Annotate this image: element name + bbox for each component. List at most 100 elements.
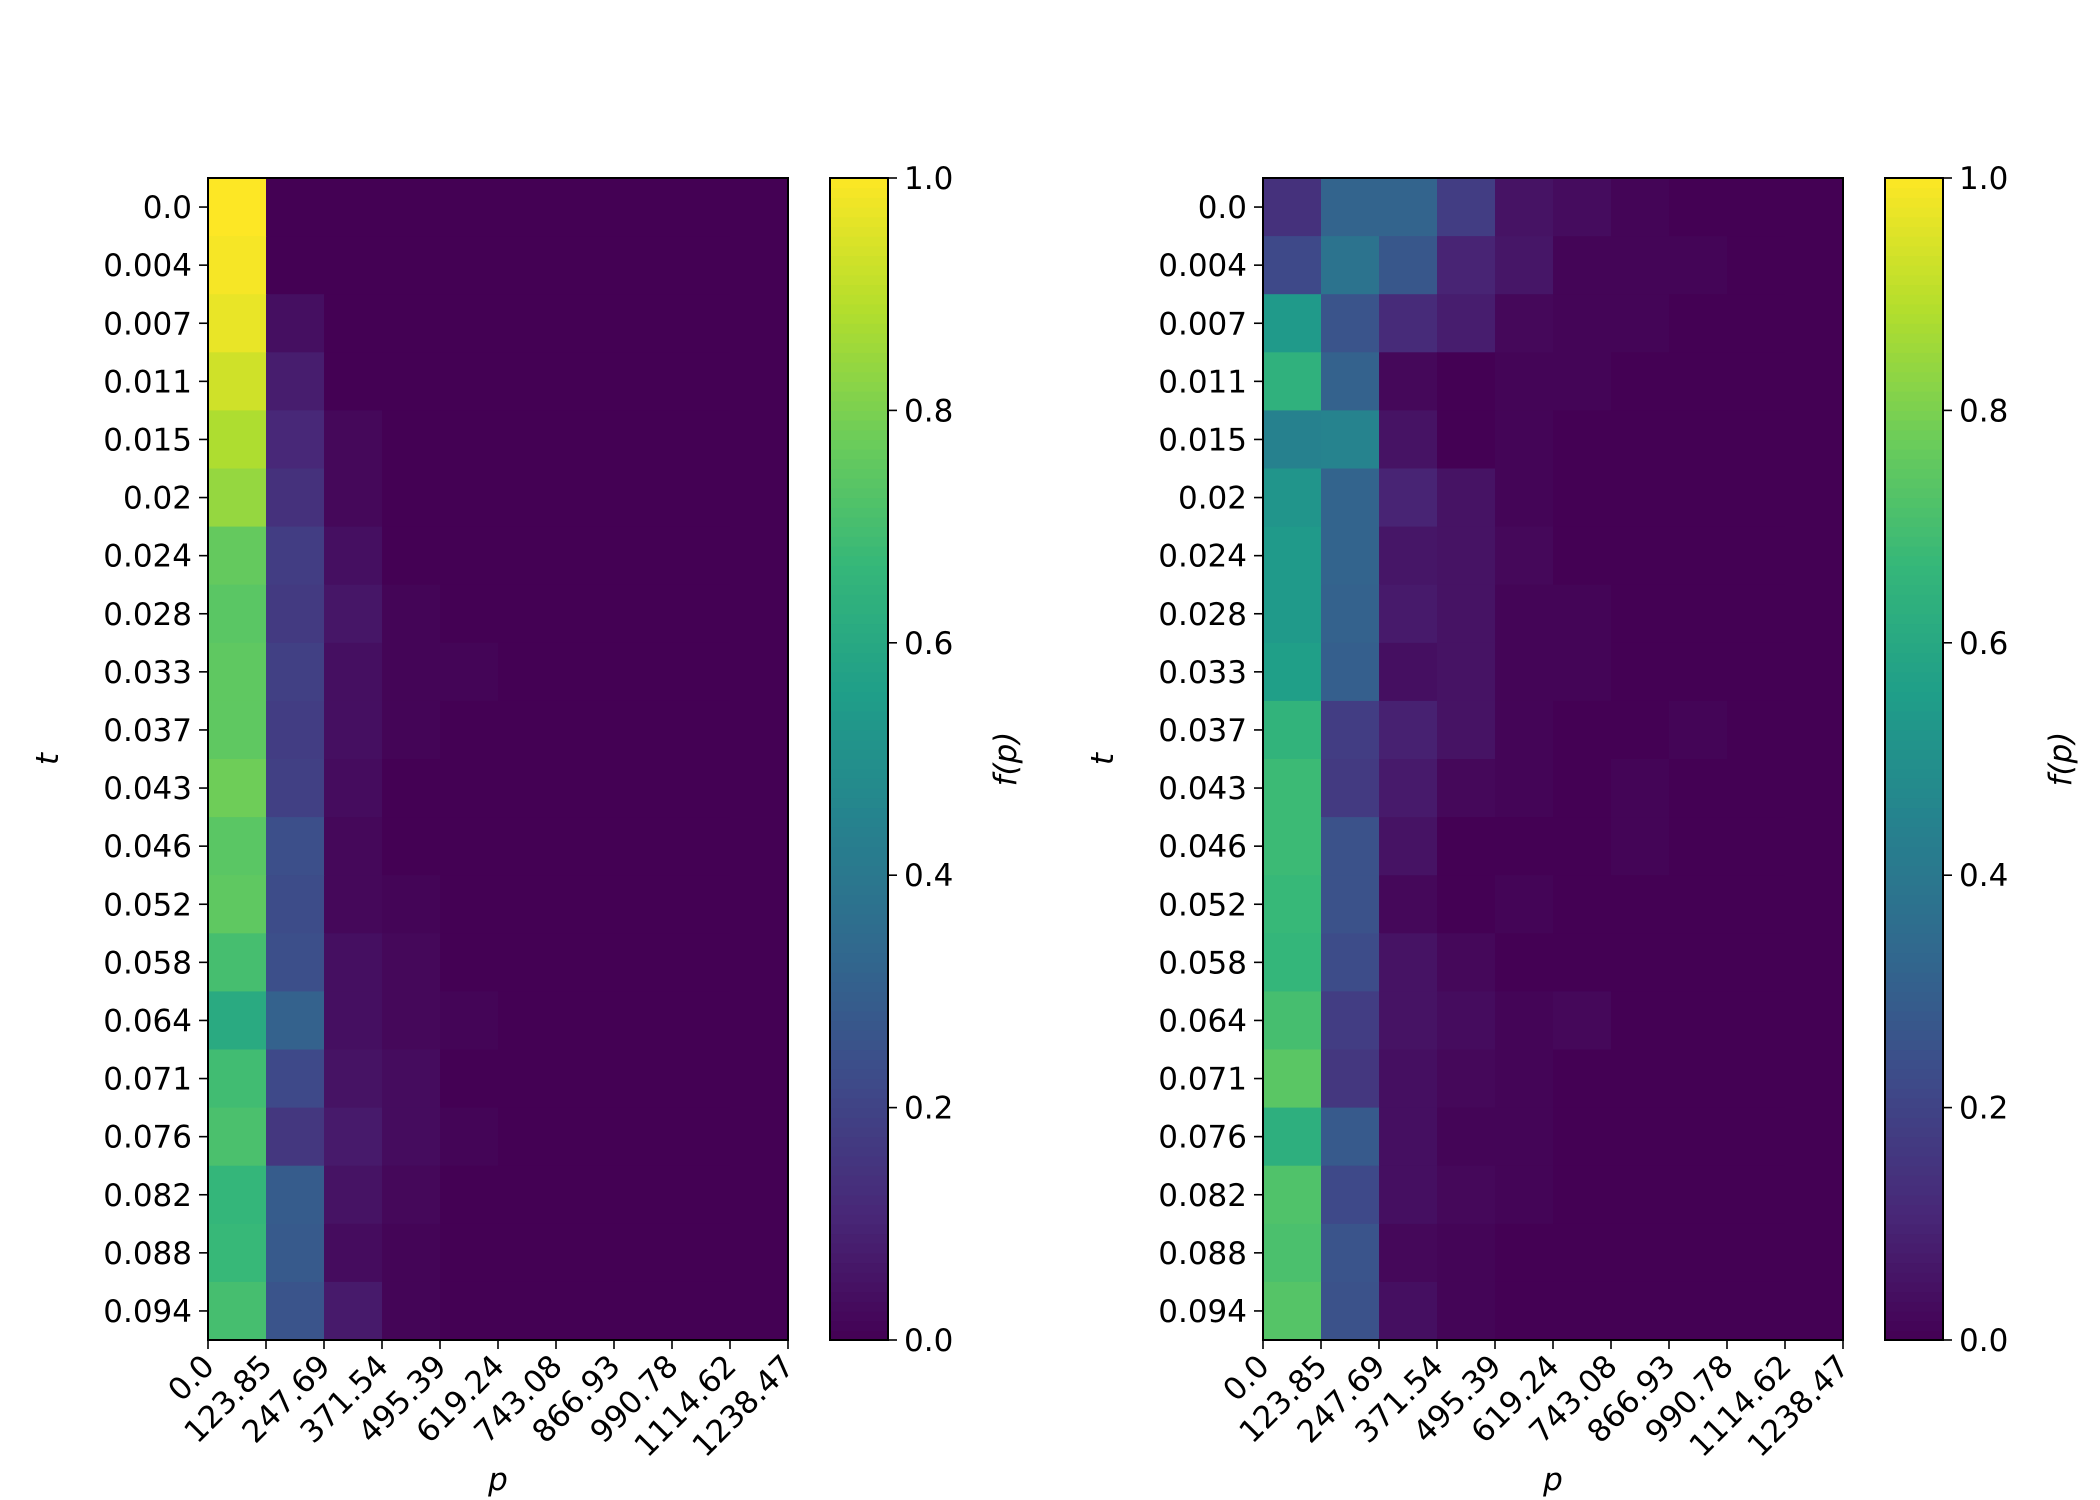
y-tick-label: 0.082 [103, 1178, 192, 1214]
heatmap-cell [1263, 526, 1322, 586]
heatmap-cell [1495, 1281, 1554, 1341]
heatmap-cell [208, 991, 267, 1051]
heatmap-cell [382, 1281, 441, 1341]
colorbar-segment [1885, 274, 1943, 286]
colorbar-segment [1885, 265, 1943, 276]
heatmap-cell [498, 700, 557, 760]
heatmap-cell [1379, 1165, 1438, 1225]
heatmap-cell [1379, 410, 1438, 470]
heatmap-cell [1263, 352, 1322, 411]
heatmap-cell [1321, 410, 1380, 470]
heatmap-cell [1379, 178, 1438, 237]
heatmap-cell [614, 1049, 673, 1109]
colorbar-segment [830, 468, 888, 479]
heatmap-cell [382, 410, 441, 470]
heatmap-cell [614, 352, 673, 411]
heatmap-cell [556, 178, 615, 237]
colorbar-segment [1885, 855, 1943, 867]
heatmap-cell [1437, 875, 1496, 934]
colorbar-segment [1885, 1301, 1943, 1312]
heatmap-cell [1263, 1165, 1322, 1225]
heatmap-cell [440, 468, 499, 528]
colorbar-segment [830, 1291, 888, 1302]
colorbar-segment [830, 458, 888, 470]
heatmap-cell [266, 352, 325, 411]
colorbar-segment [1885, 700, 1943, 712]
heatmap-cell [1669, 178, 1728, 237]
colorbar-segment [1885, 604, 1943, 615]
colorbar-segment [830, 342, 888, 353]
heatmap-cell [1669, 817, 1728, 876]
heatmap-cell [498, 817, 557, 876]
colorbar-segment [830, 575, 888, 586]
colorbar-segment [830, 303, 888, 315]
colorbar-segment [1885, 178, 1943, 189]
heatmap-cell [1437, 352, 1496, 411]
heatmap-cell [266, 178, 325, 237]
colorbar-segment [1885, 797, 1943, 809]
heatmap-cell [1321, 178, 1380, 237]
y-tick-label: 0.0 [143, 190, 192, 226]
colorbar-tick-label: 0.6 [1959, 626, 2008, 662]
colorbar-segment [1885, 303, 1943, 315]
colorbar-segment [1885, 1185, 1943, 1196]
colorbar-segment [830, 623, 888, 634]
colorbar-tick-label: 0.2 [904, 1091, 953, 1127]
heatmap-cell [1379, 1281, 1438, 1341]
colorbar-segment [1885, 846, 1943, 857]
heatmap-cell [440, 700, 499, 760]
heatmap-cell [498, 468, 557, 528]
heatmap-cell [498, 294, 557, 353]
heatmap-cell [1263, 875, 1322, 934]
heatmap-cell [324, 410, 383, 470]
colorbar-segment [1885, 410, 1943, 421]
colorbar-segment [1885, 662, 1943, 673]
colorbar-segment [1885, 642, 1943, 654]
heatmap-cell [730, 178, 788, 1340]
colorbar-segment [1885, 942, 1943, 954]
colorbar-segment [830, 1146, 888, 1157]
heatmap-cell [1669, 410, 1728, 470]
heatmap-cell [1727, 584, 1786, 644]
y-axis-label: t [1085, 751, 1121, 765]
heatmap-cell [324, 1223, 383, 1283]
heatmap-cell [208, 817, 267, 876]
heatmap-cell [208, 352, 267, 411]
heatmap-cell [614, 700, 673, 760]
colorbar-segment [1885, 1281, 1943, 1293]
colorbar-segment [1885, 633, 1943, 644]
heatmap-cell [266, 236, 325, 295]
heatmap-cell [498, 1223, 557, 1283]
heatmap-cell [614, 1223, 673, 1283]
colorbar-segment [830, 720, 888, 731]
heatmap-cell [1263, 759, 1322, 818]
heatmap-cell [1727, 817, 1786, 876]
heatmap-cell [672, 584, 731, 644]
y-tick-label: 0.004 [103, 248, 192, 284]
heatmap-cell [266, 468, 325, 528]
colorbar-segment [830, 1185, 888, 1196]
colorbar-segment [830, 1233, 888, 1244]
heatmap-cell [1321, 700, 1380, 760]
heatmap-cell [324, 236, 383, 295]
colorbar-segment [1885, 1146, 1943, 1157]
y-tick-label: 0.071 [103, 1062, 192, 1098]
colorbar-segment [830, 1175, 888, 1186]
heatmap-cell [1611, 991, 1670, 1051]
heatmap-cell [1553, 352, 1612, 411]
heatmap-cell [1495, 817, 1554, 876]
heatmap-cell [1263, 817, 1322, 876]
colorbar-segment [1885, 1030, 1943, 1041]
heatmap-cell [672, 1049, 731, 1109]
heatmap-cell [1263, 1049, 1322, 1109]
heatmap-cell [1669, 1165, 1728, 1225]
colorbar-segment [1885, 255, 1943, 266]
colorbar-segment [1885, 342, 1943, 353]
heatmap-cell [1321, 236, 1380, 295]
heatmap-cell [440, 759, 499, 818]
heatmap-cell [1379, 1107, 1438, 1167]
heatmap-cell [1379, 759, 1438, 818]
y-tick-label: 0.071 [1158, 1062, 1247, 1098]
heatmap-cell [1669, 526, 1728, 586]
heatmap-cell [1553, 700, 1612, 760]
